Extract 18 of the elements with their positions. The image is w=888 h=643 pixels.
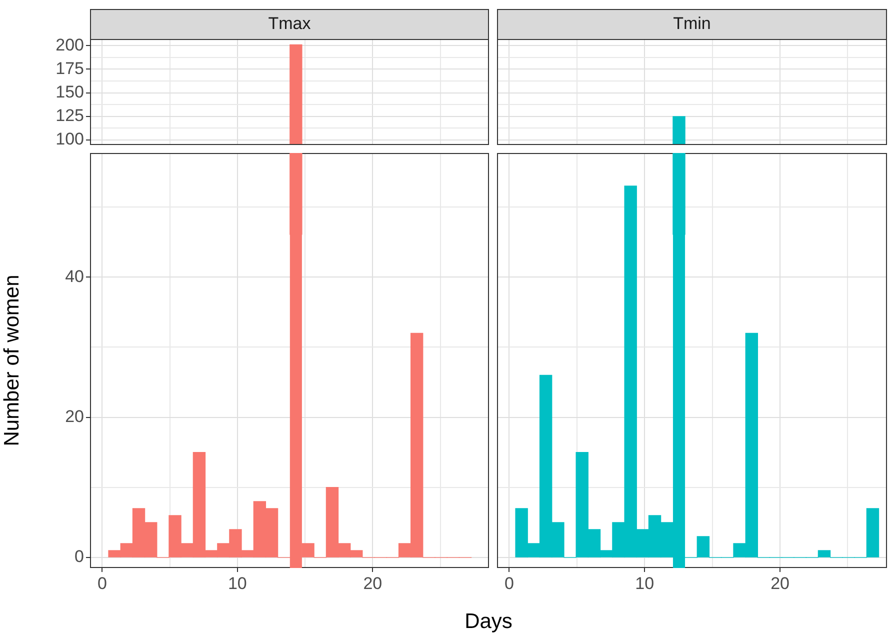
y-tick-label: 125	[56, 106, 84, 126]
y-tick-label: 150	[56, 82, 84, 102]
x-tick-label: 0	[504, 574, 514, 593]
chart-title: Tmax	[90, 9, 489, 40]
y-tick-label: 20	[65, 406, 84, 426]
y-tick-label: 100	[56, 130, 84, 149]
x-tick-label: 10	[228, 574, 247, 593]
chart-title: Tmin	[497, 9, 887, 40]
y-axis-title: Number of women	[0, 274, 24, 446]
y-tick-label: 40	[65, 266, 84, 286]
y-tick-label: 175	[56, 58, 84, 78]
x-tick-label: 10	[635, 574, 654, 593]
x-tick-label: 20	[363, 574, 382, 593]
y-tick-label: 200	[56, 35, 84, 54]
y-tick-label: 0	[74, 547, 84, 566]
x-tick-label: 0	[97, 574, 107, 593]
x-axis-title: Days	[464, 610, 514, 634]
x-tick-label: 20	[770, 574, 790, 593]
